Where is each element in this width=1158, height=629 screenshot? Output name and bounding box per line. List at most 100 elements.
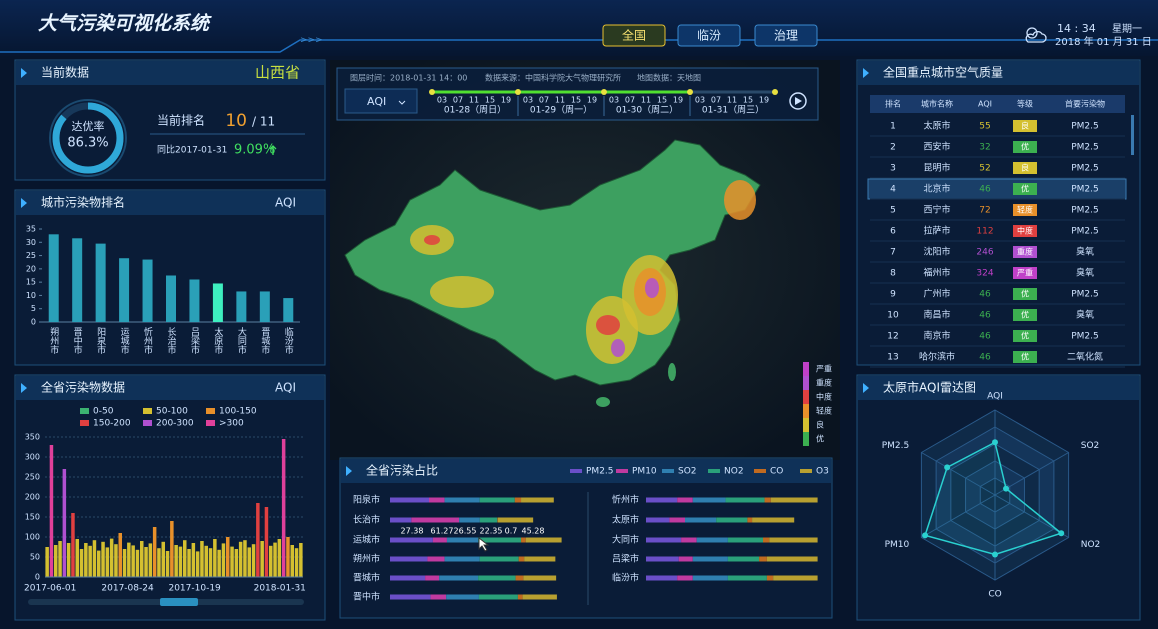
pollutant-cell[interactable]: 臭氧 xyxy=(1076,267,1094,279)
rank-cell[interactable]: 12 xyxy=(887,332,898,342)
aqi-cell[interactable]: 324 xyxy=(976,269,993,279)
aqi-cell[interactable]: 55 xyxy=(979,122,990,132)
bar xyxy=(84,543,88,577)
level-cell[interactable]: 优 xyxy=(1021,310,1029,320)
city-cell[interactable]: 福州市 xyxy=(923,267,950,279)
header-bar xyxy=(0,0,1158,56)
aqi-cell[interactable]: 46 xyxy=(979,311,991,321)
panel-marker xyxy=(21,383,27,393)
level-cell[interactable]: 中度 xyxy=(1017,226,1033,236)
app-title: 大气污染可视化系统 xyxy=(38,13,212,35)
table-scrollbar[interactable] xyxy=(1131,115,1134,155)
bar xyxy=(187,549,191,577)
radar-axis-label: NO2 xyxy=(1081,540,1101,550)
segment xyxy=(646,497,678,503)
bar xyxy=(200,541,204,577)
tab[interactable] xyxy=(754,24,818,47)
segment xyxy=(439,575,479,581)
rank-cell[interactable]: 13 xyxy=(887,353,898,363)
pollutant-cell[interactable]: PM2.5 xyxy=(1071,332,1099,342)
level-cell[interactable]: 优 xyxy=(1021,352,1029,362)
unit-label: AQI xyxy=(275,381,296,395)
day-label: 01-30（周二） xyxy=(616,105,678,116)
level-cell[interactable]: 轻度 xyxy=(1017,205,1033,215)
selector-label[interactable]: AQI xyxy=(367,95,386,108)
level-cell[interactable]: 良 xyxy=(1021,163,1029,173)
rank-cell[interactable]: 7 xyxy=(890,248,896,258)
rank-cell[interactable]: 6 xyxy=(890,227,896,237)
city-cell[interactable]: 南京市 xyxy=(923,330,950,342)
segment xyxy=(390,594,431,600)
city-cell[interactable]: 西宁市 xyxy=(923,204,950,216)
bar xyxy=(144,547,148,577)
bar xyxy=(54,545,58,577)
level-cell[interactable]: 严重 xyxy=(1017,268,1033,278)
tab[interactable] xyxy=(677,24,741,47)
aqi-cell[interactable]: 112 xyxy=(976,227,993,237)
segment xyxy=(773,575,818,581)
city-cell[interactable]: 北京市 xyxy=(923,183,950,195)
aqi-cell[interactable]: 46 xyxy=(979,185,991,195)
aqi-cell[interactable]: 72 xyxy=(979,206,990,216)
level-cell[interactable]: 良 xyxy=(1021,121,1029,131)
aqi-cell[interactable]: 246 xyxy=(976,248,993,258)
rank-cell[interactable]: 9 xyxy=(890,290,896,300)
play-icon[interactable] xyxy=(795,97,802,105)
y-tick-label: 50 xyxy=(30,553,40,562)
level-cell[interactable]: 优 xyxy=(1021,184,1029,194)
x-tick-label: 2017-10-19 xyxy=(168,584,221,594)
y-tick-label: 100 xyxy=(25,533,40,542)
tab-label[interactable]: 全国 xyxy=(622,28,646,43)
tab-label[interactable]: 临汾 xyxy=(697,29,721,43)
pollutant-cell[interactable]: PM2.5 xyxy=(1071,290,1099,300)
pollutant-cell[interactable]: PM2.5 xyxy=(1071,206,1099,216)
city-cell[interactable]: 哈尔滨市 xyxy=(919,351,955,363)
city-cell[interactable]: 西安市 xyxy=(923,141,950,153)
tab[interactable] xyxy=(602,24,666,47)
pollutant-cell[interactable]: PM2.5 xyxy=(1071,185,1099,195)
level-cell[interactable]: 优 xyxy=(1021,142,1029,152)
city-cell[interactable]: 沈阳市 xyxy=(923,246,950,258)
city-cell[interactable]: 广州市 xyxy=(923,288,950,300)
panel-title-bar xyxy=(858,376,1139,400)
pollutant-cell[interactable]: 臭氧 xyxy=(1076,246,1094,258)
legend-swatch xyxy=(570,469,582,473)
pollutant-cell[interactable]: PM2.5 xyxy=(1071,122,1099,132)
aqi-cell[interactable]: 46 xyxy=(979,353,991,363)
aqi-cell[interactable]: 32 xyxy=(979,143,990,153)
city-cell[interactable]: 太原市 xyxy=(923,120,950,132)
bar xyxy=(299,543,303,577)
pollutant-cell[interactable]: PM2.5 xyxy=(1071,143,1099,153)
pollutant-cell[interactable]: PM2.5 xyxy=(1071,227,1099,237)
scroll-thumb[interactable] xyxy=(160,598,198,606)
city-cell[interactable]: 昆明市 xyxy=(923,162,950,174)
rank-cell[interactable]: 2 xyxy=(890,143,896,153)
hour-label: 03 xyxy=(523,96,533,105)
rank-cell[interactable]: 3 xyxy=(890,164,896,174)
rank-cell[interactable]: 1 xyxy=(890,122,896,132)
rank-cell[interactable]: 5 xyxy=(890,206,896,216)
bar xyxy=(88,545,92,577)
pollutant-cell[interactable]: 二氧化氮 xyxy=(1067,351,1103,363)
rank-cell[interactable]: 4 xyxy=(890,185,896,195)
level-cell[interactable]: 优 xyxy=(1021,331,1029,341)
city-cell[interactable]: 拉萨市 xyxy=(923,225,950,237)
rank-cell[interactable]: 8 xyxy=(890,269,896,279)
hour-label: 07 xyxy=(625,96,635,105)
pollutant-cell[interactable]: 臭氧 xyxy=(1076,309,1094,321)
bar xyxy=(105,547,110,577)
pollutant-cell[interactable]: PM2.5 xyxy=(1071,164,1099,174)
aqi-cell[interactable]: 52 xyxy=(979,164,990,174)
rank-cell[interactable]: 10 xyxy=(887,311,899,321)
city-cell[interactable]: 南昌市 xyxy=(923,309,950,321)
play-button[interactable] xyxy=(789,92,807,110)
level-cell[interactable]: 优 xyxy=(1021,289,1029,299)
level-cell[interactable]: 重度 xyxy=(1017,247,1033,257)
segment xyxy=(692,556,728,562)
aqi-cell[interactable]: 46 xyxy=(979,332,991,342)
rank: 10 xyxy=(225,111,247,131)
tab-label[interactable]: 治理 xyxy=(774,29,798,43)
bar xyxy=(142,259,153,322)
aqi-cell[interactable]: 46 xyxy=(979,290,991,300)
panel-title: 全省污染物数据 xyxy=(41,380,125,395)
